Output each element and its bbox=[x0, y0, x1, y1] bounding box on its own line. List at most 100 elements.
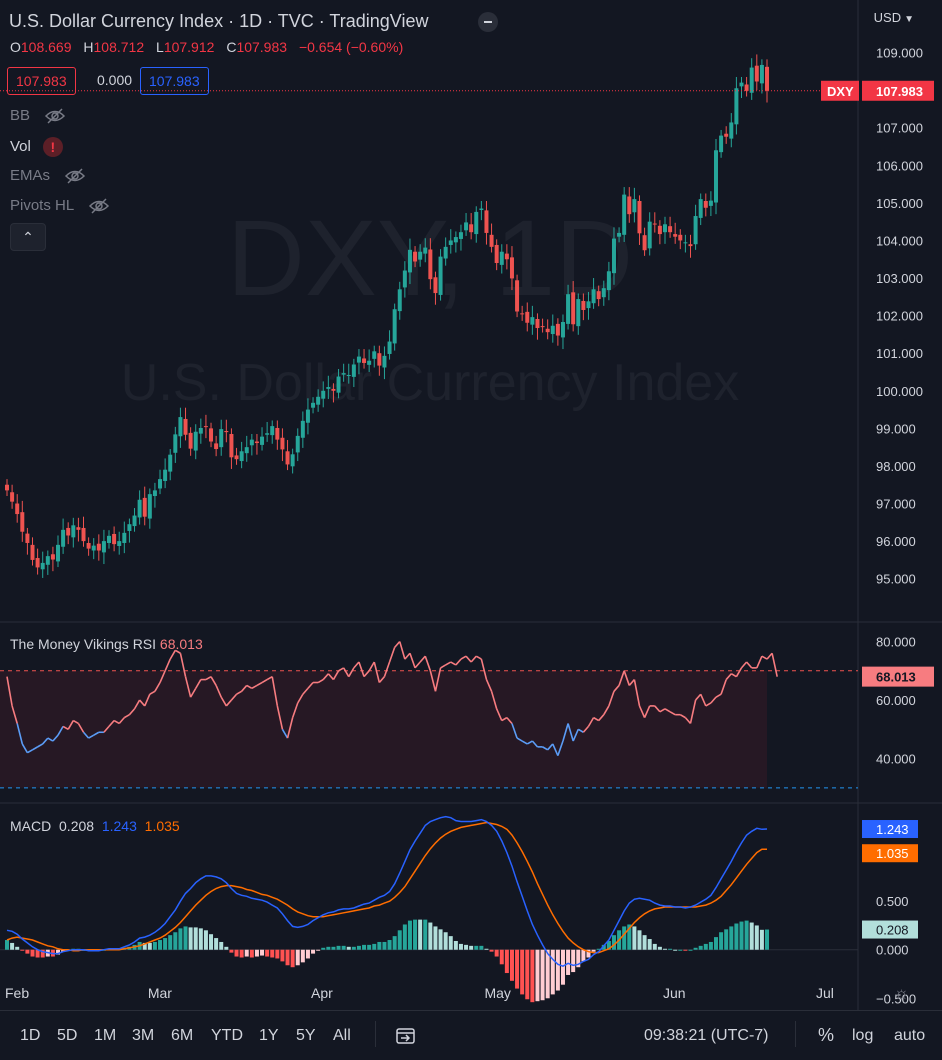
candle-body bbox=[173, 434, 178, 453]
currency-selector[interactable]: USD ▼ bbox=[874, 10, 914, 25]
macd-histogram-bar bbox=[581, 949, 586, 962]
macd-histogram-bar bbox=[525, 949, 530, 1000]
rsi-line-segment bbox=[133, 699, 141, 710]
timezone-clock[interactable]: 09:38:21 (UTC-7) bbox=[644, 1027, 769, 1044]
sell-price-box[interactable]: 107.983 bbox=[7, 67, 76, 95]
macd-histogram-bar bbox=[719, 932, 724, 950]
candle-body bbox=[464, 222, 469, 231]
macd-histogram-bar bbox=[423, 919, 428, 950]
settings-gear-icon[interactable]: ☼ bbox=[893, 983, 910, 1003]
indicator-pivots[interactable]: Pivots HL bbox=[10, 197, 110, 214]
rsi-line-segment bbox=[450, 661, 457, 666]
macd-histogram-bar bbox=[214, 938, 219, 950]
range-button-ytd[interactable]: YTD bbox=[211, 1027, 243, 1044]
rsi-line-segment bbox=[465, 655, 472, 663]
macd-histogram-bar bbox=[142, 942, 147, 950]
candle-body bbox=[356, 356, 361, 363]
indicator-bb[interactable]: BB bbox=[10, 107, 66, 124]
buy-price-box[interactable]: 107.983 bbox=[140, 67, 209, 95]
log-scale-toggle[interactable]: log bbox=[852, 1027, 874, 1044]
macd-histogram-bar bbox=[300, 949, 305, 963]
collapse-legend-button[interactable] bbox=[478, 12, 498, 32]
rsi-line-segment bbox=[623, 670, 631, 686]
rsi-line-segment bbox=[93, 731, 100, 736]
macd-histogram-bar bbox=[280, 949, 285, 962]
range-button-1d[interactable]: 1D bbox=[20, 1027, 41, 1044]
candle-body bbox=[479, 208, 484, 211]
rsi-legend: The Money Vikings RSI 68.013 bbox=[10, 636, 203, 652]
candle-body bbox=[606, 271, 611, 291]
candle-body bbox=[321, 390, 326, 399]
rsi-line-segment bbox=[72, 719, 79, 725]
range-button-all[interactable]: All bbox=[333, 1027, 351, 1044]
range-button-5d[interactable]: 5D bbox=[57, 1027, 78, 1044]
macd-histogram-bar bbox=[596, 948, 601, 950]
macd-histogram-bar bbox=[188, 927, 193, 950]
time-axis-label: May bbox=[484, 985, 510, 1001]
macd-histogram-bar bbox=[173, 932, 178, 950]
candle-body bbox=[759, 64, 764, 84]
candle-body bbox=[586, 301, 591, 309]
rsi-line-segment bbox=[679, 714, 686, 719]
macd-histogram-bar bbox=[662, 948, 667, 950]
range-button-1y[interactable]: 1Y bbox=[259, 1027, 279, 1044]
candle-body bbox=[576, 299, 581, 327]
rsi-line-segment bbox=[429, 670, 437, 692]
candle-body bbox=[453, 237, 458, 243]
macd-histogram-bar bbox=[703, 943, 708, 950]
candle-body bbox=[387, 341, 392, 354]
rsi-line-segment bbox=[37, 743, 44, 748]
rsi-line-segment bbox=[766, 652, 773, 660]
macd-histogram-bar bbox=[305, 949, 310, 959]
chevron-up-icon[interactable]: ⌃ bbox=[10, 223, 46, 251]
range-button-6m[interactable]: 6M bbox=[171, 1027, 194, 1044]
price-axis-tick: 109.000 bbox=[876, 46, 923, 61]
rsi-line-segment bbox=[220, 696, 228, 707]
rsi-line-segment bbox=[440, 664, 447, 669]
rsi-line-segment bbox=[353, 661, 360, 669]
range-button-3m[interactable]: 3M bbox=[132, 1027, 155, 1044]
rsi-line-segment bbox=[164, 658, 171, 672]
rsi-line-segment bbox=[664, 708, 671, 713]
rsi-line-segment bbox=[501, 716, 508, 722]
goto-date-icon[interactable] bbox=[395, 1025, 417, 1045]
toolbar-divider bbox=[795, 1021, 796, 1047]
macd-histogram-bar bbox=[566, 949, 571, 975]
macd-histogram-bar bbox=[698, 945, 703, 950]
eye-off-icon[interactable] bbox=[88, 198, 110, 214]
eye-off-icon[interactable] bbox=[64, 168, 86, 184]
low-key: L bbox=[156, 39, 164, 55]
macd-histogram-bar bbox=[311, 949, 316, 954]
rsi-axis-tick: 60.000 bbox=[876, 693, 916, 708]
eye-off-icon[interactable] bbox=[44, 108, 66, 124]
macd-histogram-bar bbox=[729, 926, 734, 950]
percent-scale-toggle[interactable]: % bbox=[818, 1025, 835, 1045]
macd-histogram-bar bbox=[759, 929, 764, 950]
rsi-line-segment bbox=[236, 690, 243, 695]
rsi-line-segment bbox=[297, 693, 304, 704]
macd-histogram-bar bbox=[35, 949, 40, 958]
indicator-emas[interactable]: EMAs bbox=[10, 167, 86, 184]
candle-body bbox=[45, 556, 50, 565]
candle-body bbox=[550, 325, 555, 335]
rsi-line-segment bbox=[47, 737, 54, 742]
rsi-line-segment bbox=[720, 679, 727, 695]
macd-histogram-bar bbox=[193, 927, 198, 950]
rsi-line-segment bbox=[128, 708, 136, 716]
candle-body bbox=[5, 484, 9, 491]
rsi-line-segment bbox=[552, 743, 559, 756]
range-button-1m[interactable]: 1M bbox=[94, 1027, 117, 1044]
macd-histogram-bar bbox=[678, 949, 683, 951]
rsi-line-segment bbox=[62, 725, 69, 731]
candle-body bbox=[254, 441, 259, 444]
auto-scale-toggle[interactable]: auto bbox=[894, 1027, 926, 1044]
macd-histogram-bar bbox=[270, 949, 275, 958]
candle-body bbox=[71, 525, 76, 538]
range-button-5y[interactable]: 5Y bbox=[296, 1027, 316, 1044]
warning-icon[interactable]: ! bbox=[42, 137, 63, 157]
candle-body bbox=[260, 436, 265, 445]
indicator-vol[interactable]: Vol! bbox=[10, 137, 63, 157]
candle-body bbox=[91, 545, 96, 551]
rsi-line-segment bbox=[470, 655, 477, 663]
